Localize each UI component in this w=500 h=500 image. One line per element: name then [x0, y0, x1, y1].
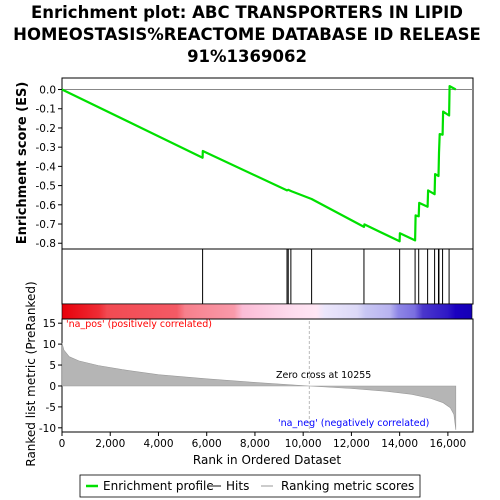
x-tick-label: 16,000 [430, 438, 467, 450]
hit-markers [202, 249, 450, 304]
x-tick-label: 6,000 [192, 438, 222, 450]
es-y-tick-label: -0.4 [36, 161, 57, 173]
zero-cross-label: Zero cross at 10255 [276, 370, 371, 381]
pos-correlated-label: 'na_pos' (positively correlated) [66, 319, 212, 330]
metric-y-tick-label: 0 [49, 381, 56, 393]
x-tick-label: 2,000 [95, 438, 125, 450]
es-y-tick-label: -0.3 [36, 142, 57, 154]
chart-title-line-3: 91%1369062 [187, 47, 307, 66]
es-y-tick-label: -0.2 [36, 123, 57, 135]
x-tick-label: 4,000 [143, 438, 173, 450]
ranking-metric-group [61, 321, 457, 432]
es-y-tick-label: -0.1 [36, 104, 57, 116]
es-y-tick-label: -0.7 [36, 219, 57, 231]
x-tick-label: 12,000 [333, 438, 370, 450]
metric-y-tick-label: -10 [39, 423, 56, 435]
enrichment-profile-group [61, 84, 457, 243]
neg-correlated-label: 'na_neg' (negatively correlated) [278, 418, 429, 429]
metric-y-tick-label: 10 [43, 339, 56, 351]
enrichment-profile-line [61, 84, 457, 243]
chart-title-line-1: Enrichment plot: ABC TRANSPORTERS IN LIP… [31, 3, 463, 22]
metric-y-axis-label: Ranked list metric (PreRanked) [24, 281, 38, 466]
x-tick-label: 0 [59, 438, 66, 450]
legend-frame [79, 474, 421, 498]
metric-y-tick-label: -5 [46, 402, 56, 414]
chart-title-line-2: HOMEOSTASIS%REACTOME DATABASE ID RELEASE [13, 25, 481, 44]
metric-y-tick-label: 15 [43, 318, 56, 330]
legend-hits-label: Hits [226, 479, 249, 493]
es-y-axis-label: Enrichment score (ES) [15, 82, 30, 245]
es-panel-frame [61, 77, 474, 250]
x-axis: 0 2,000 4,000 6,000 8,000 10,000 12,000 14,000 1… [59, 432, 467, 450]
es-y-tick-label: 0.0 [39, 85, 56, 97]
legend-metric-label: Ranking metric scores [281, 479, 414, 493]
es-y-axis: 0.0 -0.1 -0.2 -0.3 -0.4 -0.5 -0.6 -0.7 -0.8 [36, 85, 62, 250]
metric-y-tick-label: 5 [49, 360, 56, 372]
legend-enrichment-label: Enrichment profile [103, 479, 214, 493]
es-y-tick-label: -0.5 [36, 181, 57, 193]
x-tick-label: 10,000 [285, 438, 322, 450]
es-y-tick-label: -0.6 [36, 200, 57, 212]
x-tick-label: 8,000 [240, 438, 270, 450]
hits-panel-frame [61, 248, 474, 305]
rank-heat-bar [61, 303, 473, 320]
x-axis-label: Rank in Ordered Dataset [193, 453, 341, 467]
metric-y-axis: 15 10 5 0 -5 -10 [39, 318, 62, 435]
legend: Enrichment profile Hits Ranking metric s… [79, 474, 421, 498]
x-tick-label: 14,000 [381, 438, 418, 450]
es-y-tick-label: -0.8 [36, 238, 57, 250]
